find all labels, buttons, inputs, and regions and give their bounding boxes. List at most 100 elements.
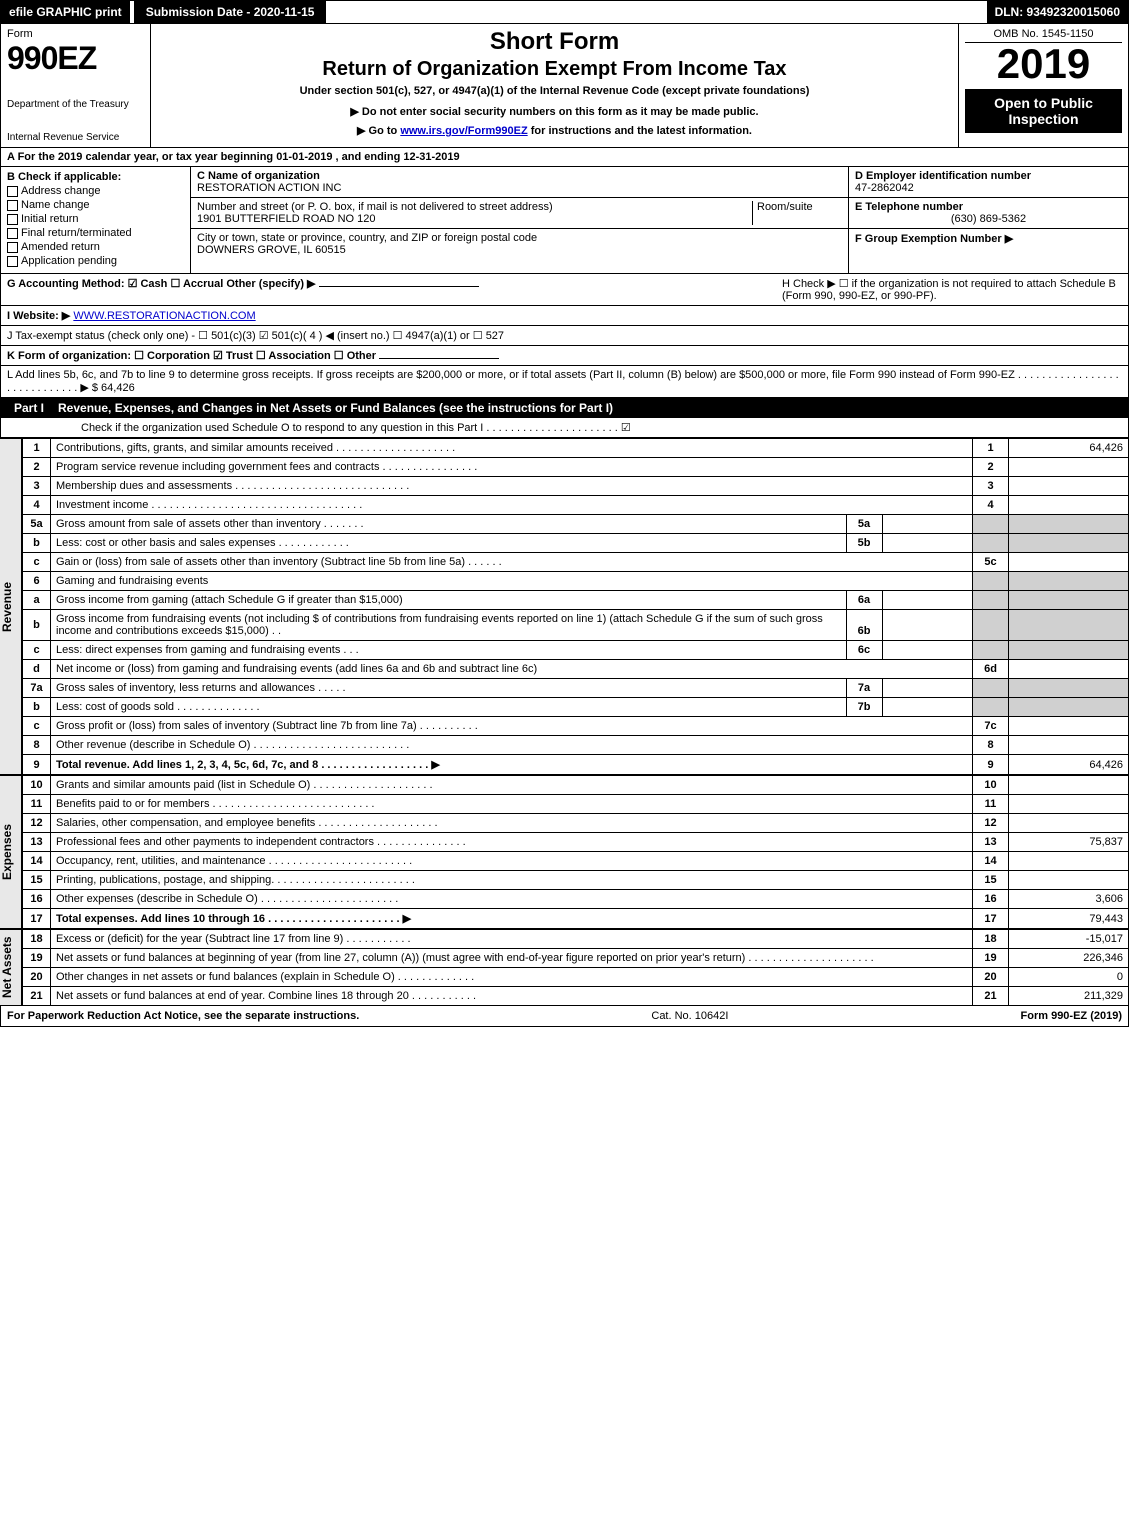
l6b-desc: Gross income from fundraising events (no… [51,610,846,640]
l3-ln: 3 [973,477,1009,496]
l17-ln: 17 [973,909,1009,929]
l6d-num: d [23,660,51,679]
chk-final-return[interactable]: Final return/terminated [7,227,184,239]
section-f: F Group Exemption Number ▶ [849,229,1128,273]
l9-num: 9 [23,755,51,775]
l7b-desc: Less: cost of goods sold . . . . . . . .… [51,698,846,716]
org-name-row: C Name of organization RESTORATION ACTIO… [191,167,848,198]
l21-amt: 211,329 [1009,987,1129,1006]
section-g: G Accounting Method: ☑ Cash ☐ Accrual Ot… [7,277,782,302]
l2-num: 2 [23,458,51,477]
l3-amt [1009,477,1129,496]
l6d-ln: 6d [973,660,1009,679]
l5b-subamt [882,534,972,552]
chk-name-change-label: Name change [21,199,90,211]
org-city: DOWNERS GROVE, IL 60515 [197,244,346,256]
title-short-form: Short Form [159,28,950,56]
irs-link[interactable]: www.irs.gov/Form990EZ [400,125,527,137]
l5a-desc: Gross amount from sale of assets other t… [51,515,846,533]
org-city-row: City or town, state or province, country… [191,229,848,259]
l14-desc: Occupancy, rent, utilities, and maintena… [51,852,973,871]
l6-desc: Gaming and fundraising events [51,572,973,591]
org-address: 1901 BUTTERFIELD ROAD NO 120 [197,213,376,225]
l8-ln: 8 [973,736,1009,755]
l7c-num: c [23,717,51,736]
part1-header: Part I Revenue, Expenses, and Changes in… [0,398,1129,418]
revenue-tab: Revenue [0,438,22,775]
revenue-section: Revenue 1Contributions, gifts, grants, a… [0,438,1129,775]
l14-num: 14 [23,852,51,871]
l9-desc: Total revenue. Add lines 1, 2, 3, 4, 5c,… [51,755,973,775]
line-5b: b Less: cost or other basis and sales ex… [23,534,1129,553]
section-k: K Form of organization: ☐ Corporation ☑ … [0,346,1129,366]
expenses-section: Expenses 10Grants and similar amounts pa… [0,775,1129,929]
entity-right: D Employer identification number 47-2862… [848,167,1128,273]
chk-name-change[interactable]: Name change [7,199,184,211]
l10-amt [1009,776,1129,795]
chk-application-pending[interactable]: Application pending [7,255,184,267]
l5b-num: b [23,534,51,553]
line-15: 15Printing, publications, postage, and s… [23,871,1129,890]
l5b-ln [973,534,1009,553]
chk-amended-return[interactable]: Amended return [7,241,184,253]
section-j: J Tax-exempt status (check only one) - ☐… [0,326,1129,346]
chk-address-change[interactable]: Address change [7,185,184,197]
section-i: I Website: ▶ WWW.RESTORATIONACTION.COM [0,306,1129,326]
l1-amt: 64,426 [1009,439,1129,458]
l7b-num: b [23,698,51,717]
part1-check-line: Check if the organization used Schedule … [0,418,1129,438]
line-8: 8Other revenue (describe in Schedule O) … [23,736,1129,755]
section-e: E Telephone number (630) 869-5362 [849,198,1128,229]
org-addr-row: Number and street (or P. O. box, if mail… [191,198,848,229]
l12-num: 12 [23,814,51,833]
l11-amt [1009,795,1129,814]
l13-amt: 75,837 [1009,833,1129,852]
line-1: 1Contributions, gifts, grants, and simil… [23,439,1129,458]
l6c-amt [1009,641,1129,660]
line-6d: dNet income or (loss) from gaming and fu… [23,660,1129,679]
line-20: 20Other changes in net assets or fund ba… [23,968,1129,987]
b-label: B Check if applicable: [7,171,121,183]
l5b-desc: Less: cost or other basis and sales expe… [51,534,846,552]
l1-desc: Contributions, gifts, grants, and simila… [51,439,973,458]
goto-post: for instructions and the latest informat… [528,125,752,137]
part1-title: Revenue, Expenses, and Changes in Net As… [58,401,613,415]
website-link[interactable]: WWW.RESTORATIONACTION.COM [73,310,255,322]
l5b-amt [1009,534,1129,553]
l5b-sub: 5b [846,534,882,552]
line-18: 18Excess or (deficit) for the year (Subt… [23,930,1129,949]
line-19: 19Net assets or fund balances at beginni… [23,949,1129,968]
l6a-wrap: Gross income from gaming (attach Schedul… [51,591,973,610]
l2-desc: Program service revenue including govern… [51,458,973,477]
footer-right: Form 990-EZ (2019) [1021,1010,1122,1022]
l12-desc: Salaries, other compensation, and employ… [51,814,973,833]
ssn-warning: ▶ Do not enter social security numbers o… [159,105,950,118]
submission-date: Submission Date - 2020-11-15 [134,1,327,23]
l13-desc: Professional fees and other payments to … [51,833,973,852]
line-6a: a Gross income from gaming (attach Sched… [23,591,1129,610]
form-number: 990EZ [7,40,144,77]
city-label: City or town, state or province, country… [197,232,537,244]
l7b-sub: 7b [846,698,882,716]
tax-year: 2019 [965,43,1122,85]
dept-label: Department of the Treasury [7,99,144,110]
l7b-wrap: Less: cost of goods sold . . . . . . . .… [51,698,973,717]
org-name: RESTORATION ACTION INC [197,182,341,194]
l6a-amt [1009,591,1129,610]
l6-ln [973,572,1009,591]
l19-num: 19 [23,949,51,968]
l16-amt: 3,606 [1009,890,1129,909]
chk-initial-return[interactable]: Initial return [7,213,184,225]
l7a-ln [973,679,1009,698]
l6c-num: c [23,641,51,660]
l18-amt: -15,017 [1009,930,1129,949]
chk-application-pending-label: Application pending [21,255,117,267]
l11-num: 11 [23,795,51,814]
goto-line: ▶ Go to www.irs.gov/Form990EZ for instru… [159,124,950,137]
header-left: Form 990EZ Department of the Treasury In… [1,24,151,147]
goto-pre: ▶ Go to [357,125,400,137]
l4-ln: 4 [973,496,1009,515]
line-6b: b Gross income from fundraising events (… [23,610,1129,641]
l8-desc: Other revenue (describe in Schedule O) .… [51,736,973,755]
l16-ln: 16 [973,890,1009,909]
